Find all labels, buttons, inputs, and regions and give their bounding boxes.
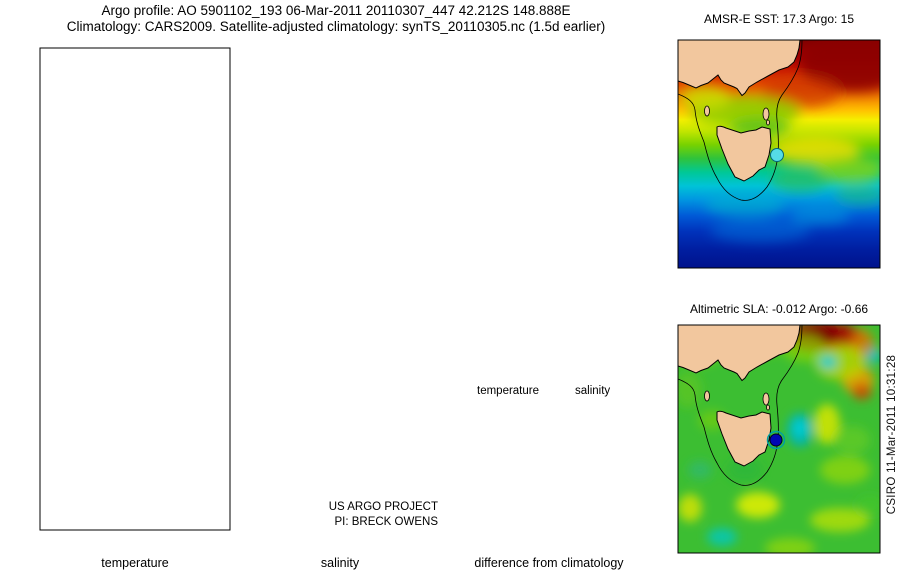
sla-map-border [677,324,881,554]
sst-map-border [677,39,881,269]
temperature-axis-label: temperature [101,556,169,570]
argo-float-marker-ring [766,430,786,450]
profile-panel-temperature [39,47,231,531]
project-note: US ARGO PROJECT PI: BRECK OWENS [300,500,438,530]
project-note-line2: PI: BRECK OWENS [334,516,438,528]
sst-map [677,39,881,269]
sst-anomaly-blobs [680,40,880,242]
csiro-watermark: CSIRO 11-Mar-2011 10:31:28 [886,354,898,515]
argo-float-marker-sla [769,433,783,447]
salinity-axis-label: salinity [320,556,360,570]
profile-panels [39,47,231,531]
difference-legend-sal-header: salinity [575,385,611,397]
sla-map [677,324,881,554]
project-note-line1: US ARGO PROJECT [328,501,438,513]
argo-float-marker-sst [770,148,784,162]
difference-legend-temp-header: temperature [477,385,540,397]
sst-map-title: AMSR-E SST: 17.3 Argo: 15 [703,12,855,26]
sla-map-title: Altimetric SLA: -0.012 Argo: -0.66 [689,302,869,316]
difference-temperature-legend: temperature [468,384,539,399]
difference-axis-label: difference from climatology [474,556,624,570]
figure-title-line1: Argo profile: AO 5901102_193 06-Mar-2011… [101,3,571,18]
figure-title-line2: Climatology: CARS2009. Satellite-adjuste… [66,19,606,34]
difference-salinity-legend: salinity [566,384,610,399]
